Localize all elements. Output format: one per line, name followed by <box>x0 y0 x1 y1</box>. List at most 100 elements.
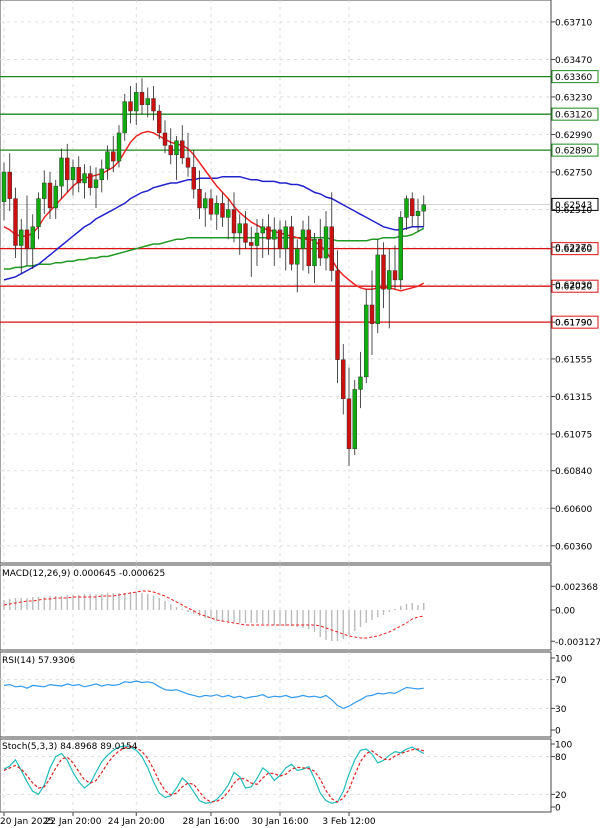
stochastic-indicator <box>0 745 551 804</box>
candle-up <box>116 132 122 162</box>
price-axis-label: 0.60360 <box>555 542 592 552</box>
candle-down <box>369 304 375 324</box>
level-label: 0.61790 <box>555 319 592 329</box>
candle-up <box>387 270 392 290</box>
rsi-axis-label: 30 <box>555 705 567 715</box>
ma-mid-line <box>3 175 424 281</box>
price-axis-label: 0.62510 <box>555 206 592 216</box>
candle-down <box>24 229 30 249</box>
candle-down <box>231 209 237 234</box>
ma-fast-line <box>3 130 425 292</box>
macd-axis-label: -0.003127 <box>555 638 600 648</box>
level-label-box <box>551 70 599 84</box>
candle-up <box>226 209 231 218</box>
candle-down <box>266 226 271 240</box>
candle-up <box>122 101 127 134</box>
candle-up <box>352 389 357 450</box>
candle-down <box>249 242 254 246</box>
level-label: 0.62020 <box>555 283 592 293</box>
price-panel-frame <box>0 0 552 564</box>
candle-down <box>88 173 93 188</box>
price-axis-label: 0.63470 <box>555 56 592 66</box>
macd-title: MACD(12,26,9) 0.000645 -0.000625 <box>2 569 165 579</box>
candle-down <box>197 189 202 209</box>
candle-up <box>99 168 104 181</box>
candle-down <box>346 398 352 450</box>
candle-up <box>145 98 150 105</box>
candle-down <box>13 198 18 246</box>
candle-down <box>7 171 12 199</box>
x-axis-label: 22 Jan 20:00 <box>45 817 102 827</box>
rsi-panel-frame <box>0 651 552 738</box>
price-axis-label: 0.61315 <box>555 393 592 403</box>
candle-down <box>76 167 81 184</box>
macd-signal-line <box>3 590 424 639</box>
candle-up <box>312 239 317 267</box>
rsi-title: RSI(14) 57.9306 <box>2 656 75 666</box>
level-label: 0.63120 <box>555 111 592 121</box>
candle-up <box>375 254 380 324</box>
panel-frames <box>0 0 552 813</box>
indicator-titles: MACD(12,26,9) 0.000645 -0.000625 RSI(14)… <box>2 569 165 752</box>
stoch-axis-label: 80 <box>555 753 567 763</box>
current-price-box <box>551 197 599 211</box>
x-axis-label: 20 Jan 2025 <box>0 817 54 827</box>
stoch-d-line <box>3 745 424 803</box>
candle-down <box>220 203 225 218</box>
candle-up <box>1 171 7 202</box>
candle-up <box>254 232 260 246</box>
stoch-panel-frame <box>0 738 552 813</box>
candle-up <box>272 229 277 240</box>
ma-slow-line <box>4 227 425 270</box>
candle-up <box>19 229 24 246</box>
level-label-box <box>551 107 599 121</box>
candle-up <box>214 203 219 215</box>
candle-up <box>300 229 306 249</box>
candle-up <box>53 185 58 209</box>
rsi-indicator <box>0 679 551 710</box>
price-axis-label: 0.63710 <box>555 18 592 28</box>
candle-down <box>341 359 346 399</box>
candle-down <box>381 254 386 290</box>
candle-up <box>404 198 409 218</box>
candle-down <box>111 151 116 162</box>
candle-up <box>421 204 426 212</box>
candle-down <box>168 145 173 156</box>
stoch-axis-label: 20 <box>555 791 567 801</box>
candle-down <box>128 101 133 112</box>
candle-up <box>30 226 35 249</box>
candle-down <box>151 98 156 112</box>
rsi-axis-label: 100 <box>555 655 572 665</box>
candle-down <box>162 132 168 146</box>
candle-up <box>70 167 76 181</box>
candlestick-series <box>1 78 426 467</box>
candle-down <box>180 140 185 159</box>
price-axis-label: 0.62030 <box>555 281 592 291</box>
stoch-axis-label: 100 <box>555 741 572 751</box>
stoch-k-line <box>3 745 425 804</box>
candle-up <box>295 248 300 265</box>
candle-down <box>289 226 294 265</box>
candle-down <box>410 198 415 217</box>
level-label-box <box>551 143 599 157</box>
level-label: 0.62890 <box>555 147 592 157</box>
price-axis-label: 0.62750 <box>555 169 592 179</box>
macd-indicator <box>3 590 425 641</box>
stoch-title: Stoch(5,3,3) 84.8968 89.0154 <box>2 742 138 752</box>
candle-down <box>139 92 145 105</box>
candle-up <box>174 140 179 156</box>
candle-up <box>82 173 87 184</box>
candle-down <box>318 239 323 259</box>
candle-up <box>283 226 288 249</box>
level-label: 0.63360 <box>555 73 592 83</box>
stoch-axis-label: 0 <box>555 804 561 814</box>
level-label: 0.62260 <box>555 245 592 255</box>
level-label-box <box>551 242 599 256</box>
rsi-axis-label: 0 <box>555 727 561 737</box>
x-axis-label: 28 Jan 16:00 <box>183 817 240 827</box>
rsi-axis-label: 70 <box>555 676 567 686</box>
current-price-label: 0.62543 <box>555 201 592 211</box>
candle-down <box>335 270 340 360</box>
